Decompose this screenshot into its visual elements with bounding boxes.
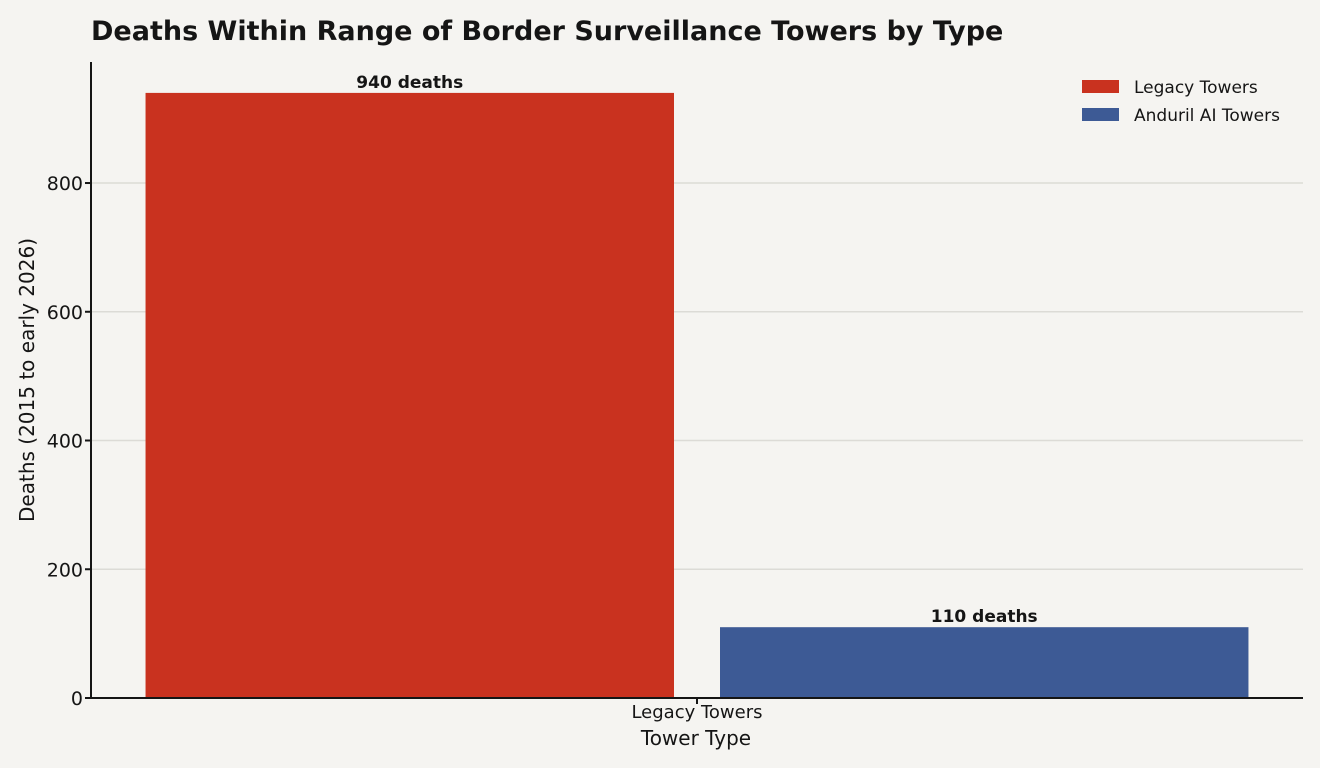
legend: Legacy Towers Anduril AI Towers (1082, 78, 1280, 126)
y-tick-label: 800 (47, 173, 83, 195)
x-tick-label: Legacy Towers (631, 702, 762, 723)
chart-title: Deaths Within Range of Border Surveillan… (91, 16, 1003, 47)
legend-swatch (1082, 80, 1119, 93)
y-axis-ticks: 0 200 400 600 800 (47, 173, 91, 710)
legend-swatch (1082, 108, 1119, 121)
bar-data-label: 940 deaths (356, 73, 463, 93)
y-tick-label: 600 (47, 302, 83, 324)
legend-label: Anduril AI Towers (1134, 106, 1280, 126)
x-axis-label: Tower Type (640, 726, 751, 750)
y-tick-label: 400 (47, 431, 83, 453)
data-labels: 940 deaths 110 deaths (356, 73, 1037, 627)
x-axis-categories: Legacy Towers (631, 698, 763, 723)
y-tick-label: 200 (47, 559, 83, 581)
bar (720, 627, 1249, 698)
bar-data-label: 110 deaths (931, 607, 1038, 627)
bars (145, 92, 1249, 698)
y-tick-label: 0 (71, 688, 83, 710)
bar (145, 92, 675, 698)
legend-label: Legacy Towers (1134, 78, 1258, 98)
y-axis-label: Deaths (2015 to early 2026) (15, 238, 39, 522)
